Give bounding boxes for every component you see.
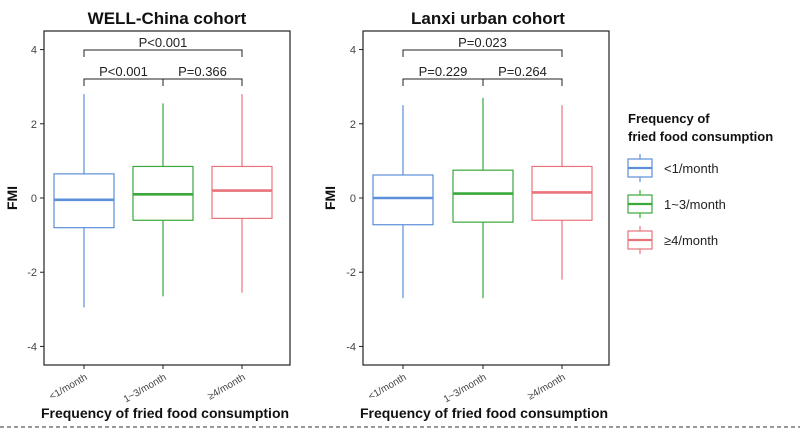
x-tick-label: <1/month	[367, 372, 409, 403]
significance-brackets: P<0.001 P<0.001 P=0.366	[83, 35, 243, 86]
x-tick-label: 1~3/month	[122, 372, 169, 405]
bracket-line	[83, 49, 243, 57]
significance-bracket: P=0.366	[162, 64, 243, 86]
p-value-label: P<0.001	[99, 64, 148, 79]
box-iqr	[452, 169, 514, 223]
box-group	[372, 97, 593, 299]
box-iqr	[372, 174, 434, 226]
legend: Frequency of fried food consumption <1/m…	[627, 111, 773, 254]
y-tick-label: 2	[350, 119, 356, 131]
y-tick-label: 4	[350, 45, 356, 57]
significance-bracket: P=0.264	[482, 64, 563, 86]
bracket-line	[402, 49, 563, 57]
x-tick-label: <1/month	[48, 372, 90, 403]
box-1	[452, 97, 514, 299]
p-value-label: P=0.366	[178, 64, 227, 79]
x-tick-label: ≥4/month	[526, 372, 568, 402]
bracket-line	[162, 78, 243, 86]
legend-item: 1~3/month	[627, 190, 726, 218]
box-1	[132, 103, 194, 297]
panel-title: Lanxi urban cohort	[411, 9, 565, 28]
y-axis-title: FMI	[322, 186, 338, 210]
x-ticks: <1/month 1~3/month ≥4/month	[48, 365, 248, 405]
panel-well-china: WELL-China cohort FMI Frequency of fried…	[4, 9, 291, 421]
x-tick-label: 1~3/month	[442, 372, 489, 405]
legend-title-line1: Frequency of	[628, 111, 710, 126]
y-tick-label: -2	[27, 267, 37, 279]
y-tick-label: -2	[346, 267, 356, 279]
box-iqr	[211, 165, 273, 220]
legend-item: ≥4/month	[627, 226, 718, 254]
legend-label: <1/month	[664, 161, 719, 176]
y-tick-label: 4	[31, 45, 37, 57]
y-tick-label: 0	[31, 193, 37, 205]
y-ticks: -4 -2 0 2 4	[346, 45, 363, 353]
p-value-label: P=0.023	[458, 35, 507, 50]
y-tick-label: -4	[27, 341, 37, 353]
y-tick-label: -4	[346, 341, 356, 353]
box-0	[372, 105, 434, 299]
y-axis-title: FMI	[4, 186, 20, 210]
significance-bracket: P=0.229	[402, 64, 484, 86]
legend-item: <1/month	[627, 154, 719, 182]
significance-bracket: P=0.023	[402, 35, 563, 57]
significance-bracket: P<0.001	[83, 64, 164, 86]
p-value-label: P=0.229	[419, 64, 468, 79]
panel-title: WELL-China cohort	[88, 9, 247, 28]
box-2	[211, 94, 273, 293]
bracket-line	[83, 78, 164, 86]
y-tick-label: 2	[31, 119, 37, 131]
p-value-label: P=0.264	[498, 64, 547, 79]
x-tick-label: ≥4/month	[206, 372, 248, 402]
legend-items: <1/month 1~3/month ≥4/month	[627, 154, 726, 254]
y-tick-label: 0	[350, 193, 356, 205]
bracket-line	[482, 78, 563, 86]
x-axis-title: Frequency of fried food consumption	[360, 405, 608, 421]
x-axis-title: Frequency of fried food consumption	[41, 405, 289, 421]
legend-label: 1~3/month	[664, 197, 726, 212]
box-group	[53, 94, 273, 308]
panel-lanxi-urban: Lanxi urban cohort FMI Frequency of frie…	[322, 9, 610, 421]
legend-title-line2: fried food consumption	[628, 129, 773, 144]
x-ticks: <1/month 1~3/month ≥4/month	[367, 365, 568, 405]
significance-brackets: P=0.023 P=0.229 P=0.264	[402, 35, 563, 86]
box-2	[531, 105, 593, 280]
y-ticks: -4 -2 0 2 4	[27, 45, 44, 353]
legend-label: ≥4/month	[664, 233, 718, 248]
p-value-label: P<0.001	[139, 35, 188, 50]
bracket-line	[402, 78, 484, 86]
box-0	[53, 94, 115, 308]
significance-bracket: P<0.001	[83, 35, 243, 57]
